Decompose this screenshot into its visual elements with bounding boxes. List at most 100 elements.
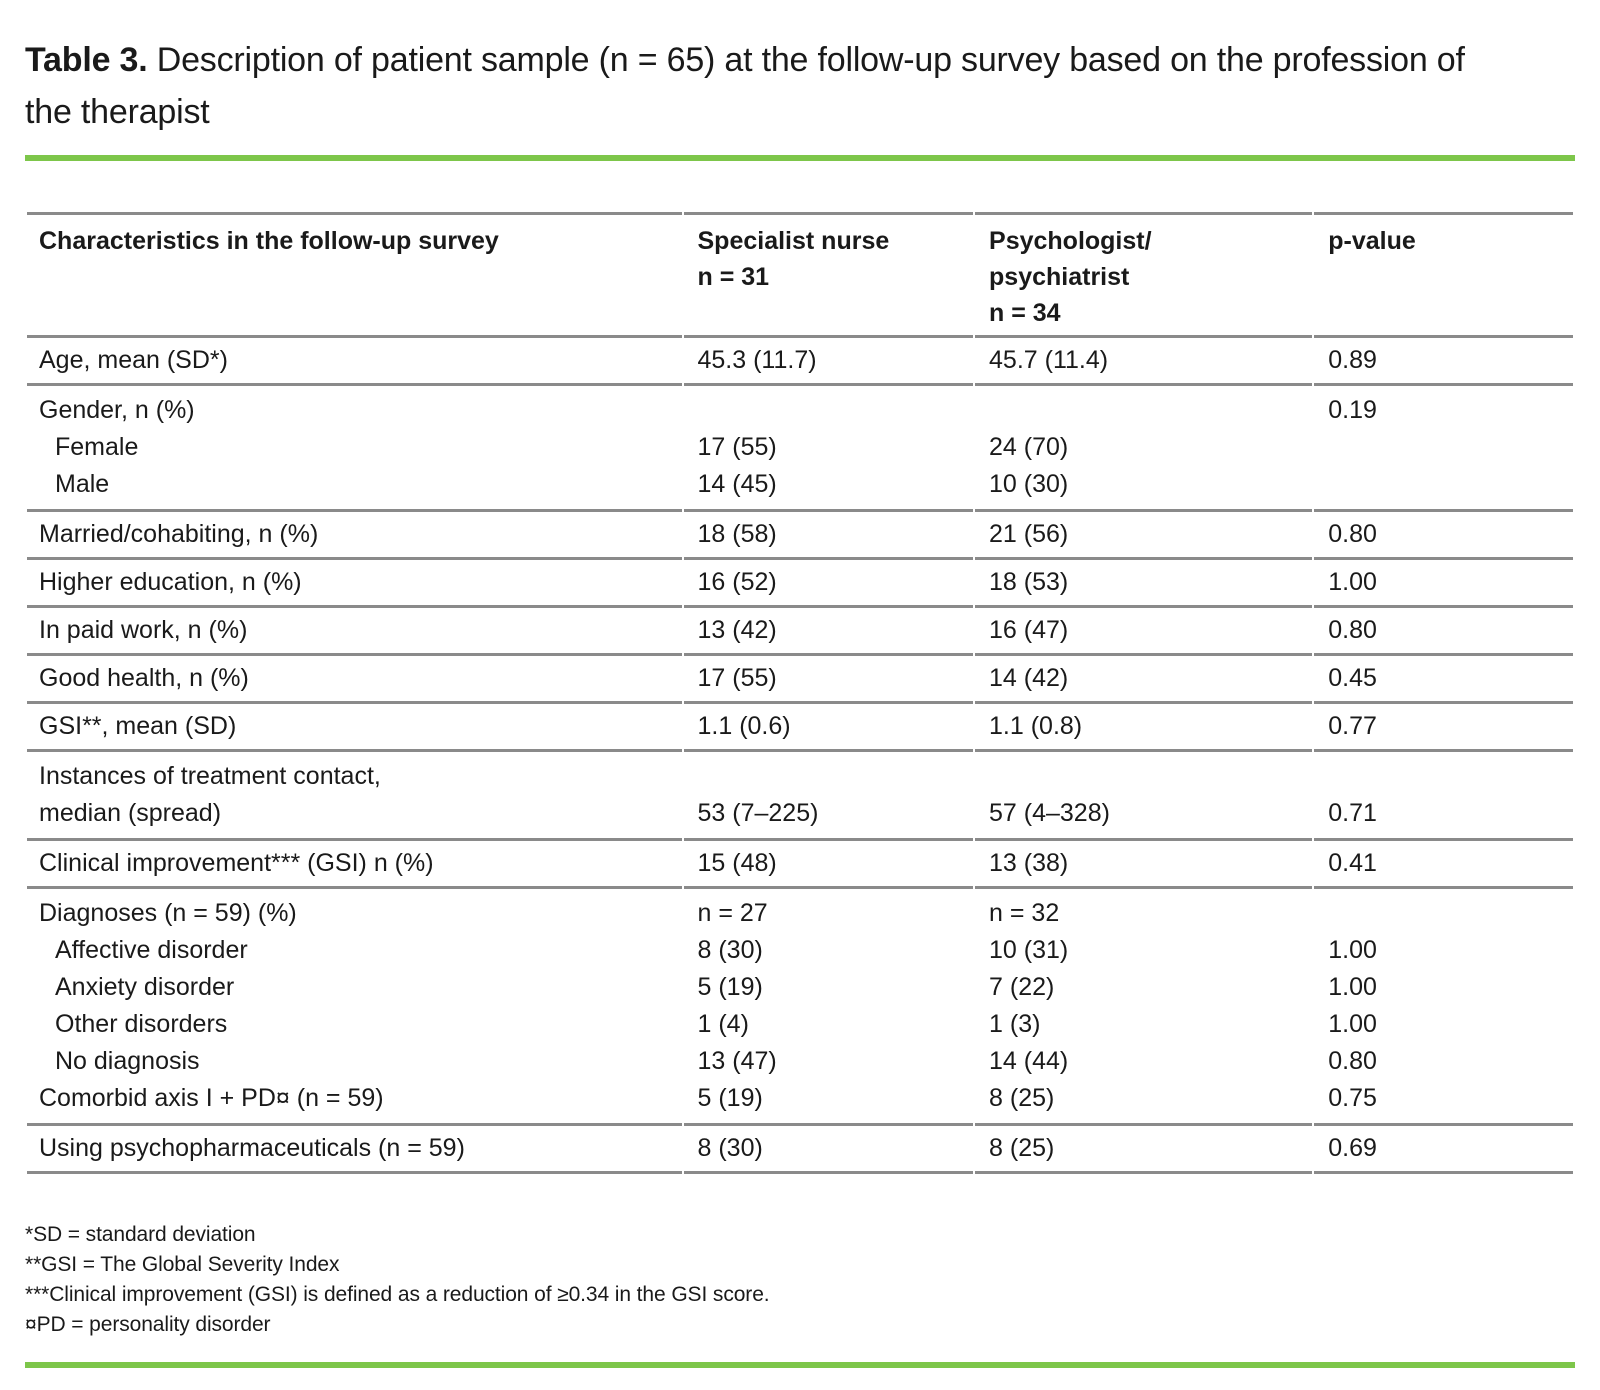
row-label-cell: Instances of treatment contact, median (…	[27, 749, 682, 838]
row-label-cell: Diagnoses (n = 59) (%) Affective disorde…	[27, 886, 682, 1123]
nurse-value: 17 (55)	[697, 433, 777, 461]
nurse-value	[698, 392, 970, 429]
table-caption-text: Description of patient sample (n = 65) a…	[25, 41, 1465, 131]
p-value: 0.19	[1328, 396, 1377, 424]
p-value: 0.80	[1314, 605, 1573, 653]
p-value: 0.80	[1328, 1047, 1377, 1075]
table-caption: Table 3. Description of patient sample (…	[25, 34, 1485, 138]
psych-value: 18 (53)	[975, 557, 1313, 605]
row-sub-label: No diagnosis	[55, 1047, 200, 1075]
p-value	[1328, 895, 1569, 932]
row-sub-label: Anxiety disorder	[55, 973, 235, 1001]
p-value-cell: 0.19	[1314, 383, 1573, 509]
table-row-higher-education: Higher education, n (%) 16 (52) 18 (53) …	[27, 557, 1573, 605]
green-divider-top	[25, 155, 1575, 161]
table-row-age: Age, mean (SD*) 45.3 (11.7) 45.7 (11.4) …	[27, 335, 1573, 383]
psych-value: 16 (47)	[975, 605, 1313, 653]
table-row-gender-block: Gender, n (%) Female Male 17 (55) 14 (45…	[27, 383, 1573, 509]
nurse-value: 5 (19)	[697, 973, 763, 1001]
row-label-cell: Gender, n (%) Female Male	[27, 383, 682, 509]
psych-value: 21 (56)	[975, 509, 1313, 557]
psych-value: 13 (38)	[975, 838, 1313, 886]
footnote-sd: *SD = standard deviation	[25, 1223, 256, 1246]
p-value: 1.00	[1328, 936, 1377, 964]
nurse-value: 13 (47)	[697, 1047, 777, 1075]
psych-value-cell: 24 (70) 10 (30)	[975, 383, 1313, 509]
psych-value: 7 (22)	[989, 973, 1055, 1001]
p-value: 0.89	[1314, 335, 1573, 383]
table-row-clinical-improvement: Clinical improvement*** (GSI) n (%) 15 (…	[27, 838, 1573, 886]
header-characteristics: Characteristics in the follow-up survey	[27, 212, 682, 335]
nurse-value-cell: 53 (7–225)	[683, 749, 974, 838]
table-caption-number: Table 3.	[25, 41, 148, 79]
nurse-value: 5 (19)	[697, 1084, 763, 1112]
header-psych-line1: Psychologist/	[989, 227, 1152, 255]
psych-value: 24 (70)	[989, 433, 1069, 461]
header-psychologist: Psychologist/ psychiatrist n = 34	[975, 212, 1313, 335]
nurse-value: 17 (55)	[683, 653, 974, 701]
nurse-value: 14 (45)	[697, 470, 777, 498]
psych-value: 8 (25)	[975, 1123, 1313, 1174]
psych-value-cell: 57 (4–328)	[975, 749, 1313, 838]
table-row-paid-work: In paid work, n (%) 13 (42) 16 (47) 0.80	[27, 605, 1573, 653]
psych-value: 14 (44)	[989, 1047, 1069, 1075]
psych-value: 45.7 (11.4)	[975, 335, 1313, 383]
nurse-value-cell: n = 27 8 (30) 5 (19) 1 (4) 13 (47) 5 (19…	[683, 886, 974, 1123]
table-row-good-health: Good health, n (%) 17 (55) 14 (42) 0.45	[27, 653, 1573, 701]
psych-value	[989, 758, 1308, 795]
nurse-value-cell: 17 (55) 14 (45)	[683, 383, 974, 509]
nurse-value	[698, 758, 970, 795]
p-value-cell: 1.00 1.00 1.00 0.80 0.75	[1314, 886, 1573, 1123]
nurse-value: 45.3 (11.7)	[683, 335, 974, 383]
row-label: In paid work, n (%)	[27, 605, 682, 653]
psych-value: 8 (25)	[989, 1084, 1055, 1112]
footnote-clinical-improvement: ***Clinical improvement (GSI) is defined…	[25, 1283, 770, 1306]
header-nurse-line1: Specialist nurse	[697, 227, 890, 255]
header-psych-line2: psychiatrist	[989, 263, 1130, 291]
nurse-value: 13 (42)	[683, 605, 974, 653]
patient-sample-table: Characteristics in the follow-up survey …	[25, 212, 1575, 1174]
header-psych-line3: n = 34	[989, 299, 1061, 327]
psych-value: 1.1 (0.8)	[975, 701, 1313, 749]
nurse-value: n = 27	[697, 899, 768, 927]
p-value: 1.00	[1328, 973, 1377, 1001]
table-row-psychopharmaceuticals: Using psychopharmaceuticals (n = 59) 8 (…	[27, 1123, 1573, 1174]
table-header-row: Characteristics in the follow-up survey …	[27, 212, 1573, 335]
header-characteristics-label: Characteristics in the follow-up survey	[39, 227, 499, 255]
table-row-treatment-contact-block: Instances of treatment contact, median (…	[27, 749, 1573, 838]
footnote-gsi: **GSI = The Global Severity Index	[25, 1253, 340, 1276]
header-specialist-nurse: Specialist nurse n = 31	[683, 212, 974, 335]
nurse-value: 8 (30)	[683, 1123, 974, 1174]
psych-value-cell: n = 32 10 (31) 7 (22) 1 (3) 14 (44) 8 (2…	[975, 886, 1313, 1123]
row-label: Higher education, n (%)	[27, 557, 682, 605]
table-row-diagnoses-block: Diagnoses (n = 59) (%) Affective disorde…	[27, 886, 1573, 1123]
row-label: Age, mean (SD*)	[27, 335, 682, 383]
footnotes: *SD = standard deviation **GSI = The Glo…	[25, 1220, 1575, 1340]
nurse-value: 53 (7–225)	[697, 799, 819, 827]
nurse-value: 8 (30)	[697, 936, 763, 964]
row-label: Good health, n (%)	[27, 653, 682, 701]
green-divider-bottom	[25, 1362, 1575, 1368]
row-label: Using psychopharmaceuticals (n = 59)	[27, 1123, 682, 1174]
row-sub-label: Other disorders	[55, 1010, 228, 1038]
p-value: 0.75	[1328, 1084, 1377, 1112]
header-nurse-line2: n = 31	[697, 263, 770, 291]
row-sub-label: Female	[55, 433, 139, 461]
p-value: 0.80	[1314, 509, 1573, 557]
p-value: 1.00	[1328, 1010, 1377, 1038]
row-label: Comorbid axis I + PD¤ (n = 59)	[39, 1084, 384, 1112]
nurse-value: 18 (58)	[683, 509, 974, 557]
p-value-cell: 0.71	[1314, 749, 1573, 838]
psych-value: 1 (3)	[989, 1010, 1041, 1038]
psych-value: n = 32	[989, 899, 1060, 927]
row-label: GSI**, mean (SD)	[27, 701, 682, 749]
psych-value: 10 (30)	[989, 470, 1069, 498]
header-p-value-label: p-value	[1328, 227, 1416, 255]
row-label: median (spread)	[39, 799, 222, 827]
p-value: 0.69	[1314, 1123, 1573, 1174]
nurse-value: 1 (4)	[697, 1010, 749, 1038]
psych-value: 57 (4–328)	[989, 799, 1110, 827]
psych-value: 10 (31)	[989, 936, 1069, 964]
p-value: 0.77	[1314, 701, 1573, 749]
row-label: Diagnoses (n = 59) (%)	[39, 899, 297, 927]
